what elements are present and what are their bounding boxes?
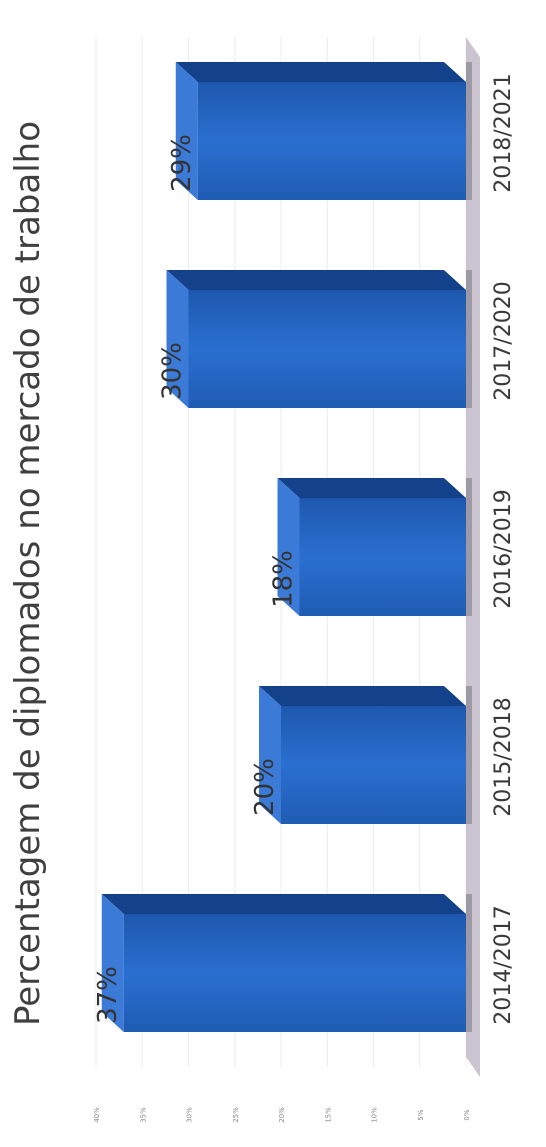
x-tick-label: 2015/2018: [491, 697, 516, 816]
data-label: 20%: [250, 758, 280, 816]
data-label: 29%: [167, 134, 197, 192]
bar-shadow: [466, 478, 472, 616]
bar: [259, 686, 472, 824]
bar: [277, 478, 472, 616]
y-tick-label: 40%: [93, 1107, 101, 1123]
y-tick-label: 30%: [186, 1107, 194, 1123]
bar-shadow: [466, 62, 472, 200]
bar-front: [188, 290, 466, 408]
bar-front: [299, 498, 466, 616]
y-tick-label: 10%: [371, 1107, 379, 1123]
bar-side: [166, 270, 466, 290]
bar-side: [259, 686, 466, 706]
x-tick-label: 2017/2020: [491, 281, 516, 400]
bar-side: [101, 894, 466, 914]
x-tick-label: 2016/2019: [491, 489, 516, 608]
y-tick-label: 5%: [417, 1109, 425, 1120]
bar-side: [277, 478, 466, 498]
bar-top: [175, 62, 198, 200]
y-tick-label: 20%: [278, 1107, 286, 1123]
x-axis-labels: 2014/2017 2015/2018 2016/2019 2017/2020 2018…: [491, 73, 516, 1024]
bar-top: [259, 686, 281, 824]
y-tick-label: 35%: [139, 1107, 147, 1123]
bar-top: [277, 478, 300, 616]
bar-front: [123, 914, 466, 1032]
bars: [101, 62, 472, 1032]
y-axis-ticks: 0% 5% 10% 15% 20% 25% 30% 35% 40%: [93, 1107, 471, 1123]
y-tick-label: 25%: [232, 1107, 240, 1123]
bar: [166, 270, 472, 408]
data-label: 30%: [158, 342, 188, 400]
bar-front: [281, 706, 466, 824]
bar-shadow: [466, 686, 472, 824]
y-tick-label: 0%: [463, 1109, 471, 1120]
bar-front: [197, 82, 466, 200]
data-label: 18%: [269, 550, 299, 608]
data-labels: 37% 20% 18% 30% 29%: [93, 134, 299, 1024]
bar-top: [166, 270, 189, 408]
x-tick-label: 2014/2017: [491, 905, 516, 1024]
data-label: 37%: [93, 966, 123, 1024]
y-tick-label: 15%: [324, 1107, 332, 1123]
bar-shadow: [466, 894, 472, 1032]
bar: [101, 894, 472, 1032]
bar-shadow: [466, 270, 472, 408]
bar-top: [101, 894, 124, 1032]
bar: [175, 62, 472, 200]
bar-side: [175, 62, 466, 82]
x-tick-label: 2018/2021: [491, 73, 516, 192]
